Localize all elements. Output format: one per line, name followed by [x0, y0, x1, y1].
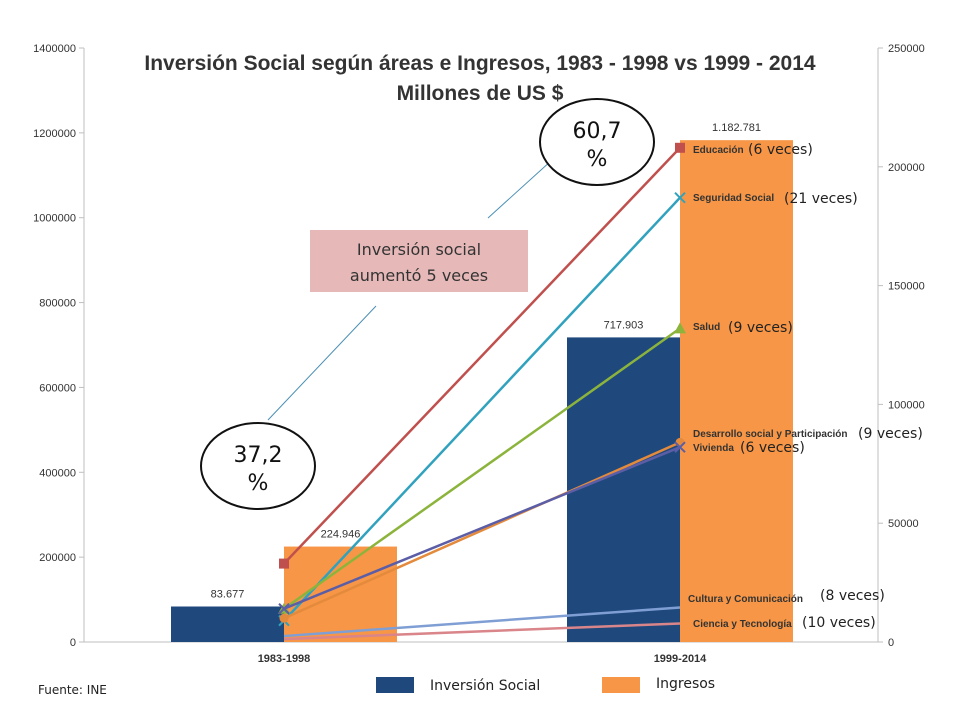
left-tick-label-1400000: 1400000 — [33, 43, 76, 55]
marker-educacion-1999-2014 — [675, 142, 685, 153]
left-tick-label-200000: 200000 — [39, 552, 76, 564]
annotation-box — [310, 230, 528, 292]
series-label-educacion: Educación — [693, 145, 744, 156]
series-lines — [278, 142, 686, 641]
marker-seguridad-social-1999-2014 — [674, 191, 686, 204]
series-times-ciencia-y-tecnologia: (10 veces) — [802, 615, 876, 631]
right-tick-label-250000: 250000 — [888, 43, 925, 55]
chart-title: Inversión Social según áreas e Ingresos,… — [144, 52, 816, 75]
bars — [171, 140, 793, 643]
annotation-box-line-2: aumentó 5 veces — [350, 266, 488, 285]
marker-educacion-1983-1998 — [279, 558, 289, 569]
bubble-left — [200, 422, 316, 510]
series-labels: Educación (6 veces) Seguridad Social (21 ve… — [688, 142, 923, 631]
right-tick-label-0: 0 — [888, 637, 894, 649]
right-tick-label-150000: 150000 — [888, 281, 925, 293]
series-label-ciencia-y-tecnologia: Ciencia y Tecnología — [693, 619, 792, 630]
bar-label-ingresos-1999-2014: 1.182.781 — [712, 122, 761, 134]
line-vivienda — [283, 446, 681, 610]
line-ciencia-y-tecnologia — [283, 622, 681, 641]
series-times-desarrollo-social-y-participacion: (9 veces) — [858, 426, 923, 442]
line-salud — [283, 327, 681, 610]
series-times-salud: (9 veces) — [728, 320, 793, 336]
right-tick-label-200000: 200000 — [888, 162, 925, 174]
bar-label-ingresos-1983-1998: 224.946 — [321, 529, 361, 541]
marker-desarrollo-social-y-participacion-1983-1998 — [279, 613, 289, 623]
left-tick-label-400000: 400000 — [39, 467, 76, 479]
legend-label-ingresos: Ingresos — [656, 676, 715, 692]
line-desarrollo-social-y-participacion — [283, 441, 681, 620]
series-label-salud: Salud — [693, 322, 720, 333]
left-tick-label-1200000: 1200000 — [33, 128, 76, 140]
left-tick-label-800000: 800000 — [39, 298, 76, 310]
series-times-educacion: (6 veces) — [748, 142, 813, 158]
legend-label-inversion-social: Inversión Social — [430, 678, 540, 694]
series-label-cultura-y-comunicacion: Cultura y Comunicación — [688, 594, 803, 605]
bubble-right-value: 60,7 — [573, 119, 622, 144]
right-axis-ticks: 0 50000 100000 150000 200000 250000 — [878, 43, 925, 649]
left-axis-ticks: 0 200000 400000 600000 800000 1000000 1200000 1… — [33, 43, 84, 649]
x-tick-1983-1998: 1983-1998 — [258, 653, 311, 665]
series-label-vivienda: Vivienda — [693, 443, 734, 454]
connector-line-right — [487, 159, 553, 219]
line-seguridad-social — [283, 196, 681, 622]
bar-labels: 83.677 717.903 224.946 1.182.781 — [211, 122, 761, 600]
left-tick-label-1000000: 1000000 — [33, 213, 76, 225]
left-tick-label-600000: 600000 — [39, 382, 76, 394]
bubble-right — [539, 98, 655, 186]
line-educacion — [283, 146, 681, 565]
connector-line-left — [267, 305, 377, 421]
bar-inversion-social-1983-1998 — [171, 606, 284, 642]
bar-ingresos-1999-2014 — [680, 140, 793, 643]
bar-inversion-social-1999-2014 — [567, 337, 680, 642]
line-cultura-y-comunicacion — [283, 606, 681, 638]
bar-label-inversion-social-1983-1998: 83.677 — [211, 588, 245, 600]
right-tick-label-50000: 50000 — [888, 518, 919, 530]
series-times-vivienda: (6 veces) — [740, 440, 805, 456]
series-times-seguridad-social: (21 veces) — [784, 191, 858, 207]
legend-swatch-inversion-social — [376, 677, 414, 693]
left-tick-label-0: 0 — [70, 637, 76, 649]
chart-subtitle: Millones de US $ — [397, 82, 564, 105]
marker-vivienda-1983-1998 — [278, 603, 290, 615]
bubble-left-value: 37,2 — [234, 443, 283, 468]
legend-swatch-ingresos — [602, 677, 640, 693]
x-tick-1999-2014: 1999-2014 — [654, 653, 707, 665]
bubble-left-unit: % — [248, 471, 269, 496]
series-label-desarrollo-social-y-participacion: Desarrollo social y Participación — [693, 429, 848, 440]
series-label-seguridad-social: Seguridad Social — [693, 193, 774, 204]
right-tick-label-100000: 100000 — [888, 399, 925, 411]
marker-desarrollo-social-y-participacion-1999-2014 — [675, 437, 685, 447]
marker-vivienda-1999-2014 — [674, 441, 686, 453]
bar-label-inversion-social-1999-2014: 717.903 — [604, 319, 644, 331]
series-times-cultura-y-comunicacion: (8 veces) — [820, 588, 885, 604]
marker-salud-1999-2014 — [674, 322, 686, 334]
bubble-right-unit: % — [587, 147, 608, 172]
source-note: Fuente: INE — [38, 683, 107, 697]
annotation-box-line-1: Inversión social — [357, 240, 481, 259]
